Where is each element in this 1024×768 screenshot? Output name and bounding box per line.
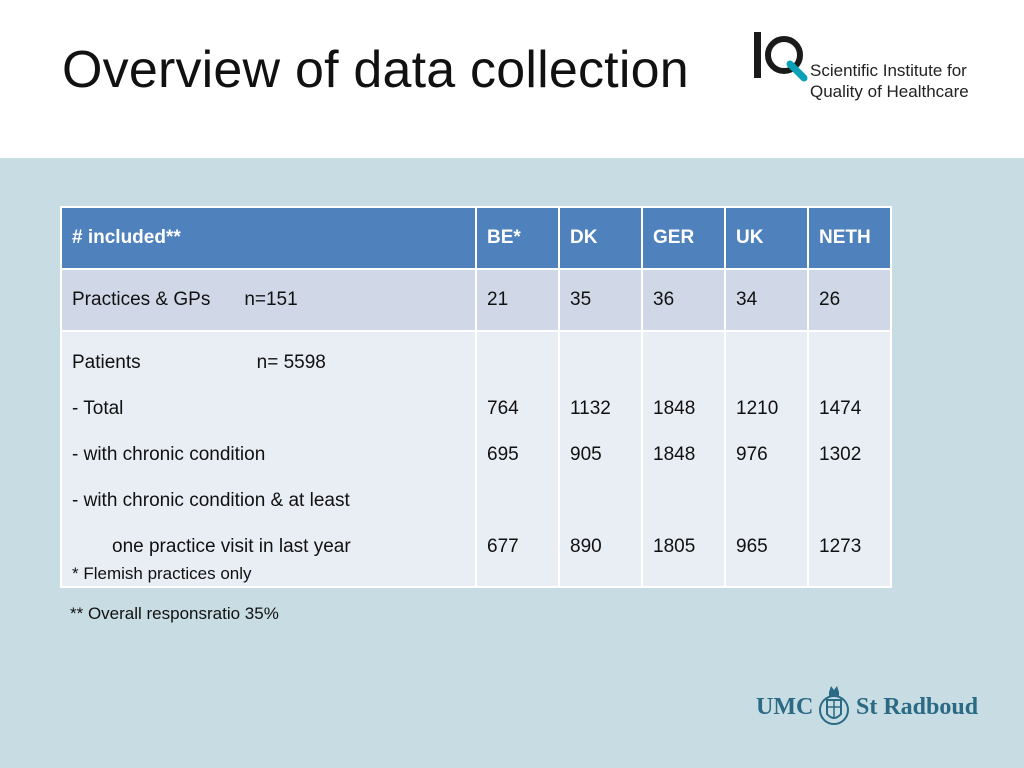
header-uk: UK (724, 206, 809, 270)
radboud-crest-icon (819, 686, 849, 725)
footnote-response-ratio: ** Overall responsratio 35% (70, 604, 279, 623)
chronic-ger: 1848 (653, 444, 696, 465)
patients-chronic-label: - with chronic condition (72, 444, 266, 465)
practices-label-cell: Practices & GPs n=151 (60, 268, 477, 332)
table-header-row: # included** BE* DK GER UK NETH (60, 206, 892, 270)
practices-be: 21 (475, 268, 560, 332)
patients-visit-label-2: one practice visit in last year (112, 536, 351, 557)
title-area (0, 0, 1024, 158)
footnote-flemish: * Flemish practices only (72, 564, 252, 583)
umc-radboud-logo: UMC St Radboud (756, 676, 986, 736)
umc-logo-right-text: St Radboud (856, 694, 979, 720)
iq-logo: Scientific Institute for Quality of Heal… (750, 28, 1010, 108)
table-row-practices: Practices & GPs n=151 21 35 36 34 26 (60, 268, 892, 332)
slide-title: Overview of data collection (62, 41, 689, 99)
patients-uk-cell: 1210 976 965 (724, 330, 809, 588)
header-be: BE* (475, 206, 560, 270)
header-ger: GER (641, 206, 726, 270)
practices-uk: 34 (724, 268, 809, 332)
practices-ger: 36 (641, 268, 726, 332)
total-uk: 1210 (736, 398, 779, 419)
practices-dk: 35 (558, 268, 643, 332)
practices-n: n=151 (244, 289, 298, 310)
table-row-patients: Patients n= 5598 - Total - with chronic c… (60, 330, 892, 588)
header-neth: NETH (807, 206, 892, 270)
chronic-dk: 905 (570, 444, 602, 465)
visit-neth: 1273 (819, 536, 862, 557)
header-included: # included** (60, 206, 477, 270)
patients-visit-label-1: - with chronic condition & at least (72, 490, 350, 511)
visit-ger: 1805 (653, 536, 696, 557)
total-dk: 1132 (570, 398, 611, 419)
visit-dk: 890 (570, 536, 602, 557)
iq-logo-line2: Quality of Healthcare (810, 82, 969, 101)
iq-logo-mark-icon (754, 32, 808, 82)
data-collection-table: # included** BE* DK GER UK NETH Practice… (60, 206, 892, 588)
header-dk: DK (558, 206, 643, 270)
total-neth: 1474 (819, 398, 862, 419)
umc-logo-left-text: UMC (756, 694, 814, 720)
total-ger: 1848 (653, 398, 696, 419)
iq-logo-line1: Scientific Institute for (810, 61, 967, 80)
patients-label-cell: Patients n= 5598 - Total - with chronic c… (60, 330, 477, 588)
practices-label: Practices & GPs (72, 289, 211, 310)
chronic-be: 695 (487, 444, 519, 465)
patients-ger-cell: 1848 1848 1805 (641, 330, 726, 588)
patients-neth-cell: 1474 1302 1273 (807, 330, 892, 588)
patients-label: Patients (72, 352, 141, 373)
patients-total-label: - Total (72, 398, 124, 419)
patients-n: n= 5598 (256, 352, 326, 373)
chronic-uk: 976 (736, 444, 768, 465)
patients-dk-cell: 1132 905 890 (558, 330, 643, 588)
total-be: 764 (487, 398, 519, 419)
patients-be-cell: 764 695 677 (475, 330, 560, 588)
practices-neth: 26 (807, 268, 892, 332)
iq-logo-text: Scientific Institute for Quality of Heal… (810, 60, 969, 102)
visit-uk: 965 (736, 536, 768, 557)
visit-be: 677 (487, 536, 519, 557)
chronic-neth: 1302 (819, 444, 862, 465)
